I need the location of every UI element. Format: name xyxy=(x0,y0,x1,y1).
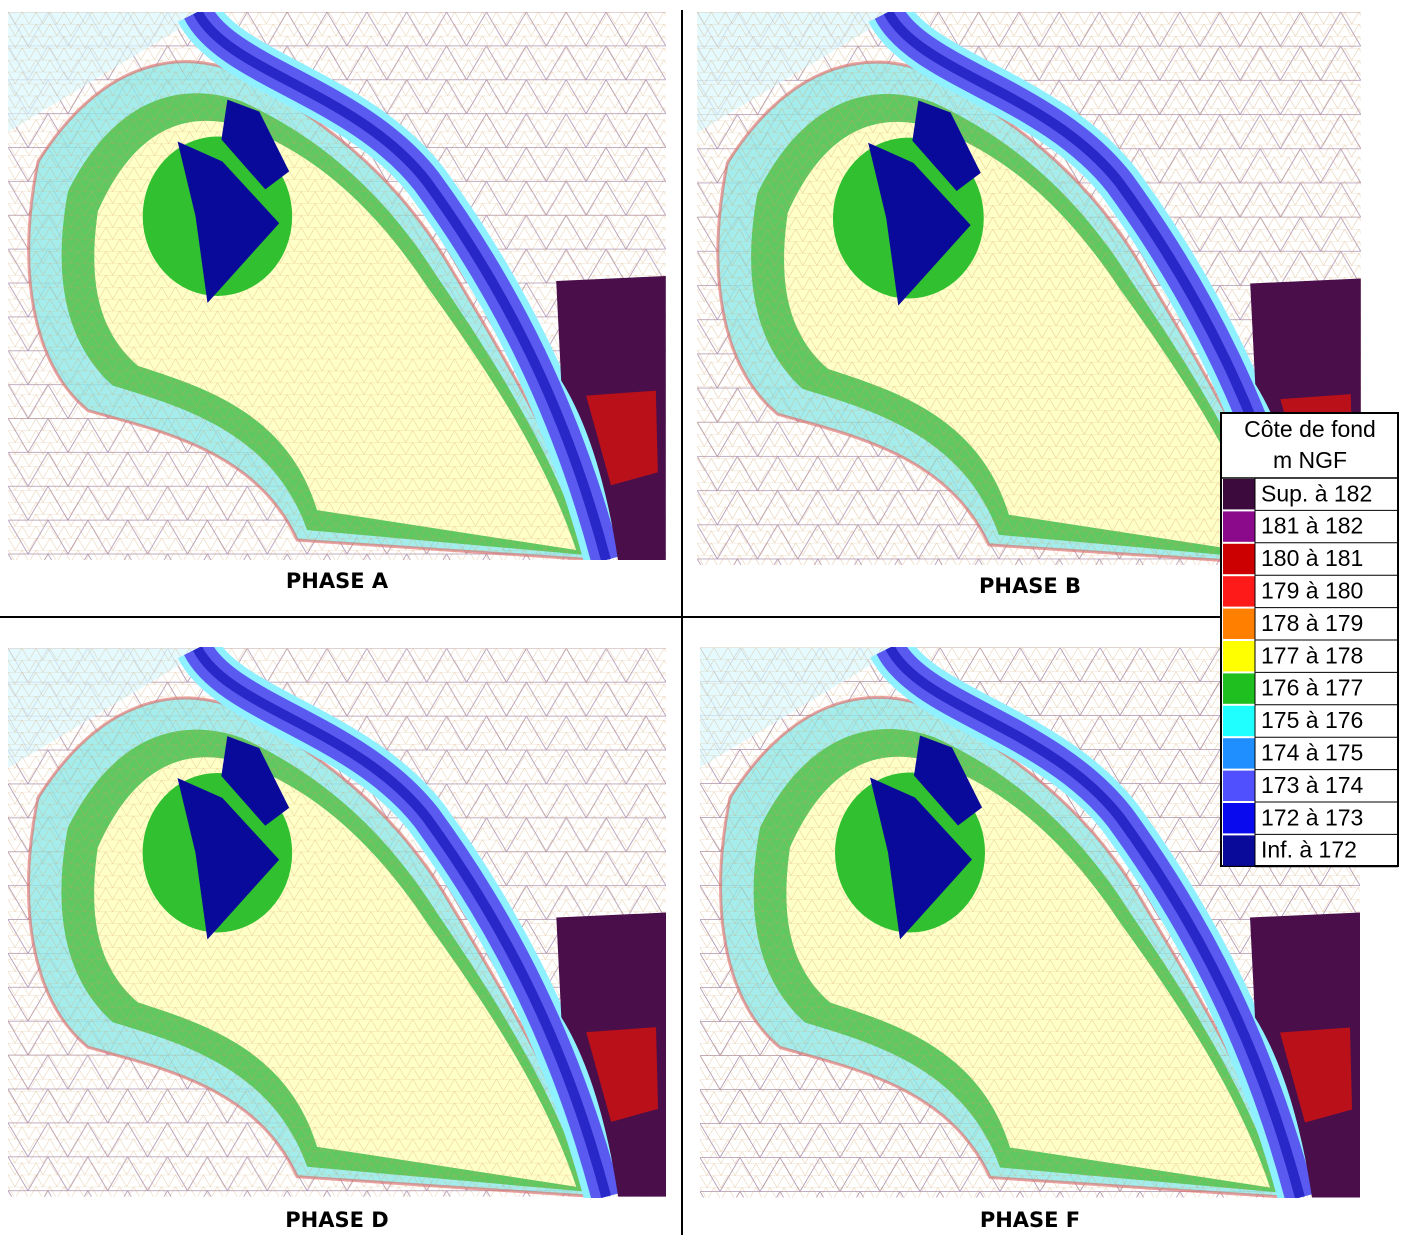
legend-label: 181 à 182 xyxy=(1261,513,1363,539)
legend-label: 176 à 177 xyxy=(1261,675,1363,701)
legend-label: 174 à 175 xyxy=(1261,739,1363,765)
legend-label: 175 à 176 xyxy=(1261,707,1363,733)
legend-swatch xyxy=(1223,511,1255,541)
legend-swatch xyxy=(1223,706,1255,736)
legend-label: 180 à 181 xyxy=(1261,545,1363,571)
legend-swatch xyxy=(1223,835,1255,865)
legend-swatch xyxy=(1223,641,1255,671)
legend-label: 178 à 179 xyxy=(1261,610,1363,636)
legend: Côte de fond m NGF Sup. à 182 181 à 182 18… xyxy=(1221,413,1398,867)
legend-label: 172 à 173 xyxy=(1261,804,1363,830)
legend-swatch xyxy=(1223,673,1255,703)
legend-swatch xyxy=(1223,609,1255,639)
legend-title: m NGF xyxy=(1273,447,1347,473)
panel-title: PHASE A xyxy=(286,569,389,593)
legend-title: Côte de fond xyxy=(1244,416,1376,442)
map-panel xyxy=(8,12,666,560)
legend-swatch xyxy=(1223,544,1255,574)
legend-label: 179 à 180 xyxy=(1261,577,1363,603)
map-panel xyxy=(8,648,666,1196)
figure: PHASE A PHASE B PHASE D PHASE F Côte de … xyxy=(0,0,1408,1235)
legend-swatch xyxy=(1223,738,1255,768)
panel-title: PHASE B xyxy=(979,574,1081,598)
legend-label: 177 à 178 xyxy=(1261,642,1363,668)
legend-swatch xyxy=(1223,479,1255,509)
legend-swatch xyxy=(1223,771,1255,801)
panel-title: PHASE F xyxy=(980,1208,1080,1232)
legend-label: 173 à 174 xyxy=(1261,772,1364,798)
legend-swatch xyxy=(1223,803,1255,833)
panel-title: PHASE D xyxy=(285,1208,388,1232)
legend-swatch xyxy=(1223,576,1255,606)
legend-label: Sup. à 182 xyxy=(1261,480,1372,506)
legend-label: Inf. à 172 xyxy=(1261,837,1357,863)
